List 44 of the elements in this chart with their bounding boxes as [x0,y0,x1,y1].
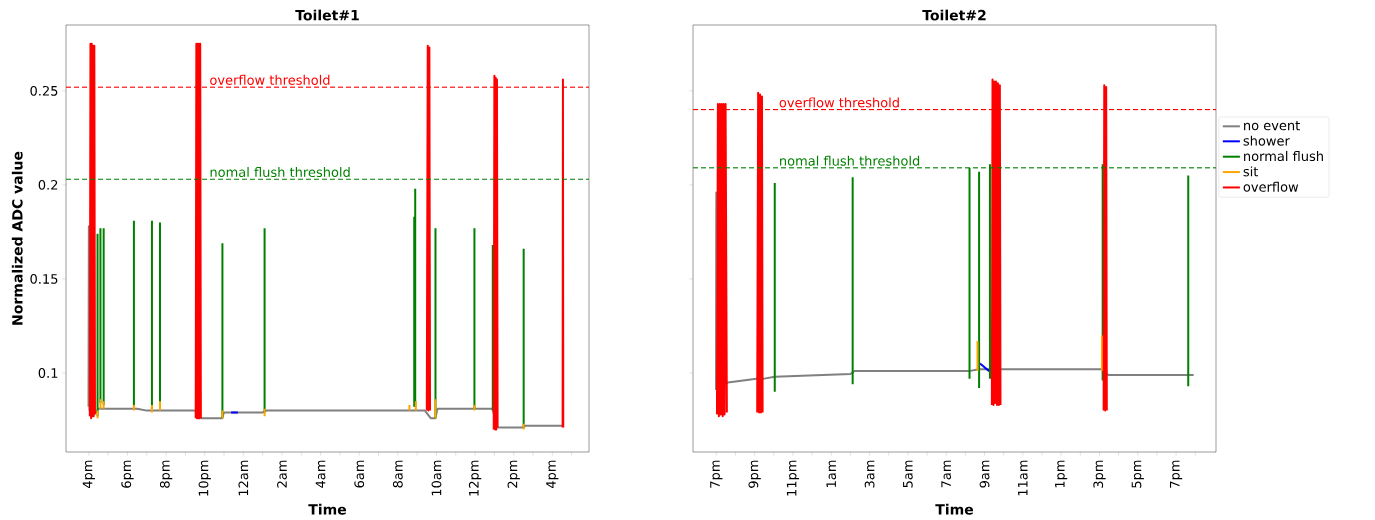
legend-label: no event [1244,121,1300,131]
x-tick-label: 6am [354,460,365,488]
x-tick-label: 1am [826,460,837,488]
x-tick-label: 7am [941,460,952,488]
x-tick-label: 3am [864,460,875,488]
x-tick-label: 1pm [1055,460,1068,488]
ref-line-label: nomal flush threshold [210,166,350,178]
x-tick-label: 9am [979,460,990,488]
x-tick-label: 12pm [468,460,482,496]
x-tick-label: 11pm [786,460,800,496]
x-tick-label: 7pm [710,460,723,488]
ref-line-label: overflow threshold [779,97,899,108]
x-tick-label: 5am [903,460,913,488]
ref-line-label: nomal flush threshold [780,155,920,166]
x-tick-label: 6pm [121,460,134,488]
x-tick-label: 11am [1018,460,1028,496]
legend-label: shower [1243,135,1290,146]
y-tick-label: 0.25 [30,85,58,96]
x-tick-label: 4am [315,460,326,488]
x-tick-label: 12am [238,460,249,496]
ref-line-label: overflow threshold [210,74,330,85]
x-axis-title: Time [935,503,974,515]
chart-title: Toilet#2 [922,9,986,21]
y-tick-label: 0.15 [30,274,58,284]
x-tick-label: 10pm [198,460,211,496]
x-tick-label: 4pm [546,460,559,489]
x-tick-label: 2am [277,460,287,488]
x-tick-label: 8am [392,460,403,488]
x-tick-label: 8pm [159,460,173,488]
x-tick-label: 4pm [82,460,95,489]
x-tick-label: 5pm [1131,460,1144,488]
legend-label: normal flush [1244,151,1323,162]
x-tick-label: 10am [431,460,442,496]
legend-label: overflow [1243,181,1299,192]
y-tick-label: 0.2 [38,179,58,190]
x-axis-title: Time [308,503,347,515]
x-tick-label: 2pm [507,460,520,488]
y-axis-title: Normalized ADC value [11,151,23,325]
x-tick-label: 9pm [748,460,761,488]
legend-label: sit [1243,166,1259,177]
x-tick-label: 7pm [1170,460,1183,488]
x-tick-label: 3pm [1093,460,1106,488]
chart-title: Toilet#1 [295,9,359,21]
y-tick-label: 0.1 [38,368,58,378]
